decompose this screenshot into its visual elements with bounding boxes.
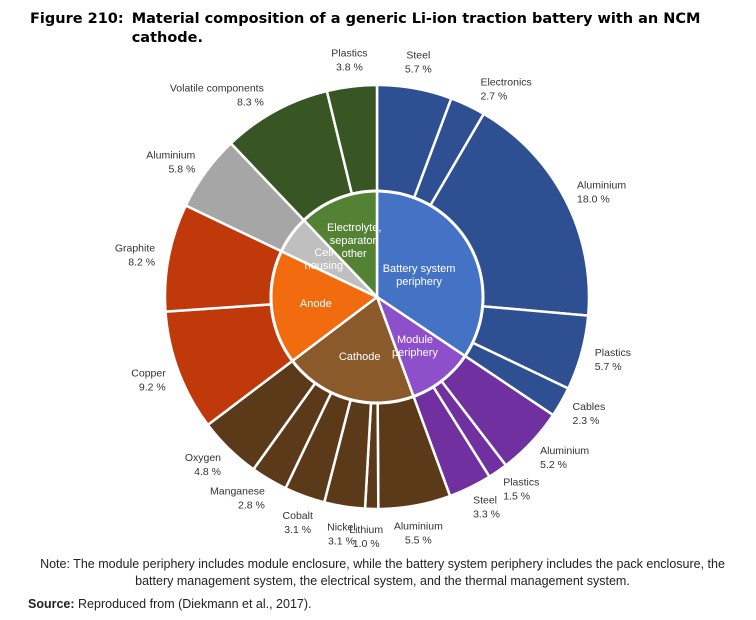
group-label-line: other <box>342 248 367 260</box>
slice-label-value: 8.3 % <box>237 96 264 108</box>
slice-label-name: Aluminium <box>146 150 195 162</box>
group-label-line: separator, <box>330 235 379 247</box>
slice-label-value: 3.3 % <box>473 508 500 520</box>
slice-label-value: 2.8 % <box>238 500 265 512</box>
slice-label-value: 3.1 % <box>284 524 311 536</box>
slice-label-name: Manganese <box>210 486 265 498</box>
group-label-line: Cell <box>314 247 333 259</box>
slice-label-value: 1.5 % <box>503 491 530 503</box>
slice-label-name: Steel <box>406 50 430 62</box>
slice-label-value: 18.0 % <box>577 193 610 205</box>
slice-label-value: 5.2 % <box>540 459 567 471</box>
slice-label: Oxygen 4.8 % <box>185 452 221 478</box>
group-label-line: periphery <box>392 347 438 359</box>
slice-labels: Steel 5.7 % Electronics 2.7 % Aluminium 18.0 … <box>115 48 631 550</box>
figure-title-text: Material composition of a generic Li-ion… <box>131 11 701 46</box>
group-label-line: Module <box>397 334 433 346</box>
slice-label: Aluminium 18.0 % <box>577 179 626 205</box>
slice-label-value: 2.3 % <box>573 415 600 427</box>
slice-label-name: Copper <box>131 367 166 379</box>
slice-label-name: Aluminium <box>394 520 443 532</box>
outer-ring <box>163 83 591 511</box>
ring-separator <box>269 189 485 405</box>
figure-number: Figure 210: <box>30 11 124 27</box>
group-label-module-periphery: Module periphery <box>392 334 438 359</box>
figure-note: Note: The module periphery includes modu… <box>40 557 725 588</box>
group-label-line: housing <box>305 260 344 272</box>
group-label-line: Cathode <box>339 351 381 363</box>
slice-label-value: 3.1 % <box>328 535 355 547</box>
group-label-line: Battery system <box>383 263 456 275</box>
slice-label: Cables 2.3 % <box>573 401 606 427</box>
slice-label-value: 5.8 % <box>168 164 195 176</box>
source-text: Reproduced from (Diekmann et al., 2017). <box>78 597 312 611</box>
slice-label: Manganese 2.8 % <box>210 486 265 512</box>
group-label-cathode: Cathode <box>339 351 381 363</box>
slice-label-value: 5.7 % <box>595 361 622 373</box>
slice-label: Aluminium 5.2 % <box>540 445 589 471</box>
figure-source: Source: Reproduced from (Diekmann et al.… <box>28 597 311 611</box>
slice-label: Steel 5.7 % <box>405 50 432 76</box>
slice-label-name: Aluminium <box>577 179 626 191</box>
slice-label-value: 3.8 % <box>336 62 363 74</box>
group-label-line: Electrolyte, <box>327 222 381 234</box>
slice-label: Graphite 8.2 % <box>115 243 155 269</box>
slice-label-name: Graphite <box>115 243 155 255</box>
slice-label: Lithium 1.0 % <box>349 524 383 550</box>
slice-label-name: Electronics <box>480 76 531 88</box>
slice-label: Volatile components 8.3 % <box>170 82 264 108</box>
slice-label: Electronics 2.7 % <box>480 76 531 102</box>
slice-label: Steel 3.3 % <box>473 494 500 520</box>
slice-label-value: 4.8 % <box>194 466 221 478</box>
slice-label: Aluminium 5.5 % <box>394 520 443 546</box>
slice-label-name: Cobalt <box>283 510 313 522</box>
group-label-cell-housing: Cell housing <box>305 247 344 272</box>
slice-label: Nickel 3.1 % <box>327 521 356 547</box>
slice-label-name: Lithium <box>349 524 383 536</box>
slice-label-name: Oxygen <box>185 452 221 464</box>
slice-label: Plastics 1.5 % <box>503 477 539 503</box>
group-label-line: periphery <box>396 276 442 288</box>
figure-title: Figure 210: Material composition of a ge… <box>30 10 745 48</box>
slice-label: Cobalt 3.1 % <box>283 510 313 536</box>
slice-label: Plastics 5.7 % <box>595 347 631 373</box>
slice-label-name: Steel <box>473 494 497 506</box>
slice-label-name: Nickel <box>327 521 356 533</box>
slice-label-name: Plastics <box>503 477 539 489</box>
slice-label-name: Volatile components <box>170 82 264 94</box>
slice-label: Aluminium 5.8 % <box>146 150 195 176</box>
slice-label-value: 5.7 % <box>405 64 432 76</box>
slice-label-name: Aluminium <box>540 445 589 457</box>
slice-label-name: Cables <box>573 401 606 413</box>
slice-label-value: 9.2 % <box>139 381 166 393</box>
slice-label: Plastics 3.8 % <box>331 48 367 74</box>
slice-label-value: 5.5 % <box>405 534 432 546</box>
group-label-anode: Anode <box>300 298 332 310</box>
sunburst-chart: Steel 5.7 % Electronics 2.7 % Aluminium 18.0 … <box>115 48 631 550</box>
slice-label-name: Plastics <box>595 347 631 359</box>
slice-label-name: Plastics <box>331 48 367 60</box>
group-label-battery-system-periphery: Battery system periphery <box>383 263 456 288</box>
slice-label-value: 8.2 % <box>128 257 155 269</box>
slice-label: Copper 9.2 % <box>131 367 166 393</box>
group-label-electrolyte-separator-other: Electrolyte, separator, other <box>327 222 381 260</box>
slice-label-value: 1.0 % <box>353 538 380 550</box>
group-label-line: Anode <box>300 298 332 310</box>
source-label: Source: <box>28 597 75 611</box>
slice-label-value: 2.7 % <box>480 90 507 102</box>
